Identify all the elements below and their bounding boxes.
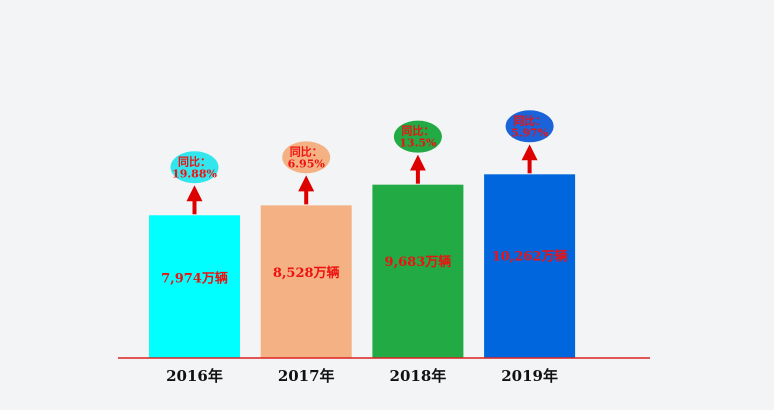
x-tick-label: 2018年 [390, 367, 447, 385]
bar-value-label: 7,974万辆 [161, 270, 228, 286]
yoy-bubble [170, 151, 219, 184]
bar [372, 184, 464, 358]
yoy-prefix-label: 同比： [290, 144, 323, 158]
yoy-value-label: 19.88% [172, 167, 217, 180]
x-tick-label: 2016年 [166, 367, 223, 385]
x-tick-label: 2017年 [278, 367, 335, 385]
yoy-value-label: 6.95% [288, 157, 326, 170]
bar-value-label: 8,528万辆 [273, 265, 340, 281]
yoy-prefix-label: 同比： [401, 124, 434, 138]
yoy-bubble [393, 120, 442, 153]
bar [260, 205, 352, 358]
bar-value-label: 9,683万辆 [385, 254, 452, 270]
yoy-prefix-label: 同比： [513, 113, 546, 127]
bar [484, 174, 576, 358]
bar-value-label: 10,262万辆 [492, 249, 568, 265]
bar [149, 215, 240, 358]
yoy-prefix-label: 同比： [178, 154, 211, 168]
x-tick-label: 2019年 [501, 367, 558, 385]
yoy-bubble [282, 141, 331, 174]
yoy-bubble [505, 110, 554, 143]
yoy-value-label: 5.97% [511, 126, 549, 139]
yoy-value-label: 13.5% [399, 137, 437, 150]
